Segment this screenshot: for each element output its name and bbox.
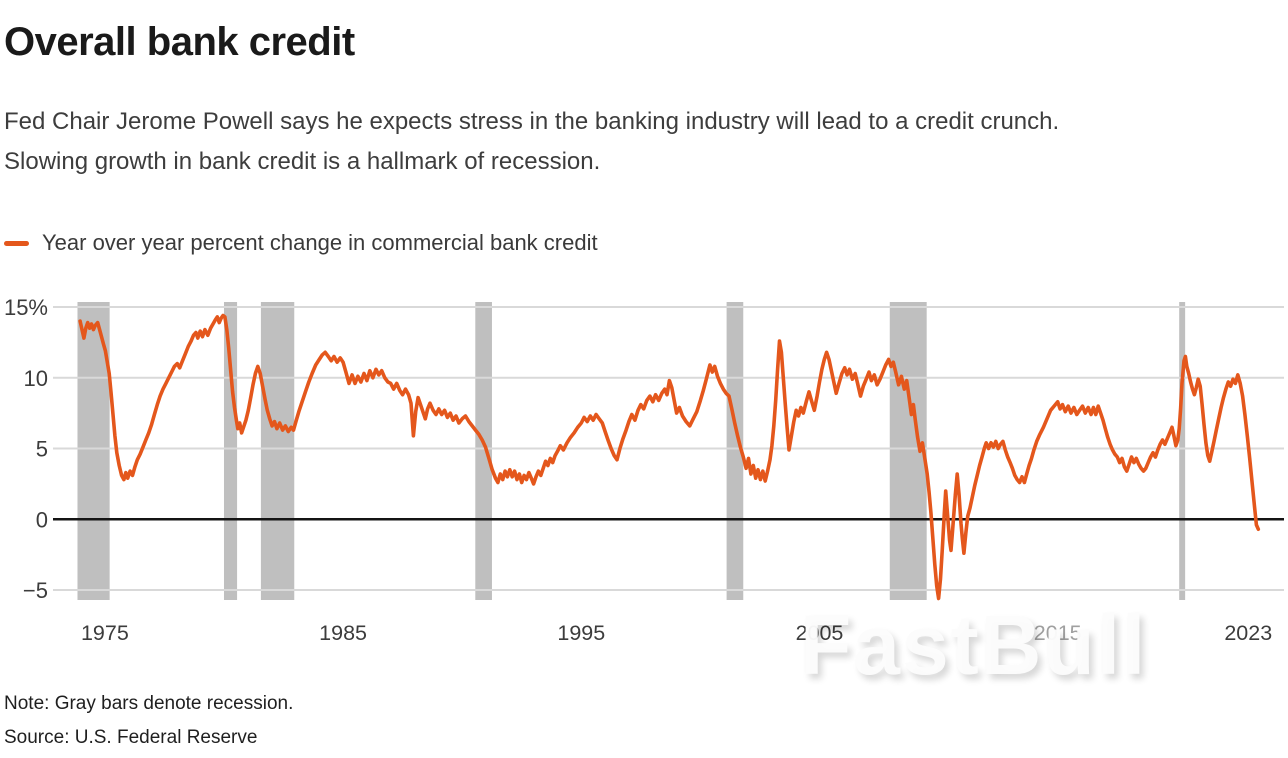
- chart-subtitle: Fed Chair Jerome Powell says he expects …: [4, 102, 1059, 182]
- legend-line-swatch: [4, 240, 29, 246]
- recession-bar: [889, 302, 927, 600]
- page-title: Overall bank credit: [4, 20, 355, 64]
- chart-source: Source: U.S. Federal Reserve: [4, 727, 258, 748]
- subtitle-line-1: Fed Chair Jerome Powell says he expects …: [4, 108, 1060, 135]
- y-axis-labels: 15% 10 5 0 −5: [4, 295, 48, 603]
- legend-label: Year over year percent change in commerc…: [42, 230, 598, 255]
- x-tick-label: 1985: [319, 621, 367, 645]
- gridlines: [53, 306, 1284, 591]
- x-tick-label: 1995: [557, 621, 605, 645]
- legend: Year over year percent change in commerc…: [4, 230, 598, 256]
- bank-credit-series-line: [78, 313, 1261, 601]
- y-tick-label: −5: [23, 578, 48, 603]
- y-tick-label: 5: [36, 437, 48, 462]
- recession-bar: [475, 302, 492, 600]
- recession-bar: [223, 302, 238, 600]
- x-axis-labels: 1975 1985 1995 2005 2015 2023: [81, 621, 1272, 645]
- chart-note: Note: Gray bars denote recession.: [4, 693, 294, 714]
- x-tick-label: 1975: [81, 621, 129, 645]
- y-tick-label: 10: [24, 366, 48, 391]
- x-tick-label: 2005: [796, 621, 844, 645]
- y-tick-label: 0: [36, 507, 48, 532]
- recession-bars: [77, 302, 1186, 600]
- y-tick-label: 15%: [4, 295, 48, 320]
- recession-bar: [77, 302, 110, 600]
- recession-bar: [260, 302, 295, 600]
- recession-bar: [726, 302, 744, 600]
- watermark: FastBull: [800, 598, 1148, 692]
- x-tick-label: 2023: [1224, 621, 1272, 645]
- subtitle-line-2: Slowing growth in bank credit is a hallm…: [4, 148, 601, 175]
- recession-bar: [1179, 302, 1186, 600]
- x-tick-label: 2015: [1034, 621, 1082, 645]
